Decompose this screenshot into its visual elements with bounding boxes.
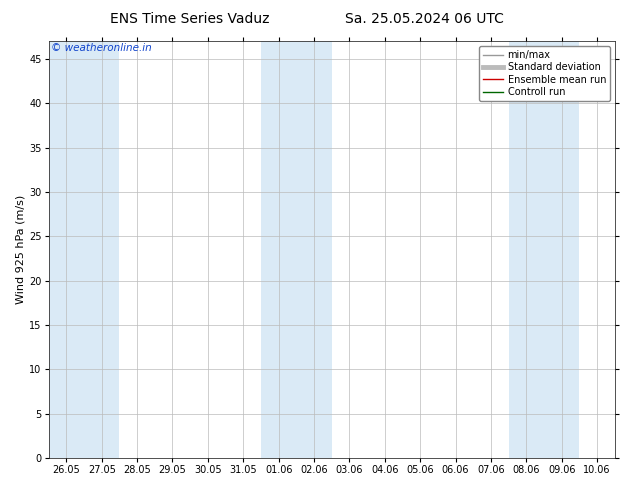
- Legend: min/max, Standard deviation, Ensemble mean run, Controll run: min/max, Standard deviation, Ensemble me…: [479, 46, 610, 101]
- Y-axis label: Wind 925 hPa (m/s): Wind 925 hPa (m/s): [15, 195, 25, 304]
- Bar: [508, 41, 579, 458]
- Bar: [261, 41, 332, 458]
- Text: © weatheronline.in: © weatheronline.in: [51, 43, 152, 53]
- Bar: [49, 41, 119, 458]
- Text: ENS Time Series Vaduz: ENS Time Series Vaduz: [110, 12, 270, 26]
- Text: Sa. 25.05.2024 06 UTC: Sa. 25.05.2024 06 UTC: [346, 12, 504, 26]
